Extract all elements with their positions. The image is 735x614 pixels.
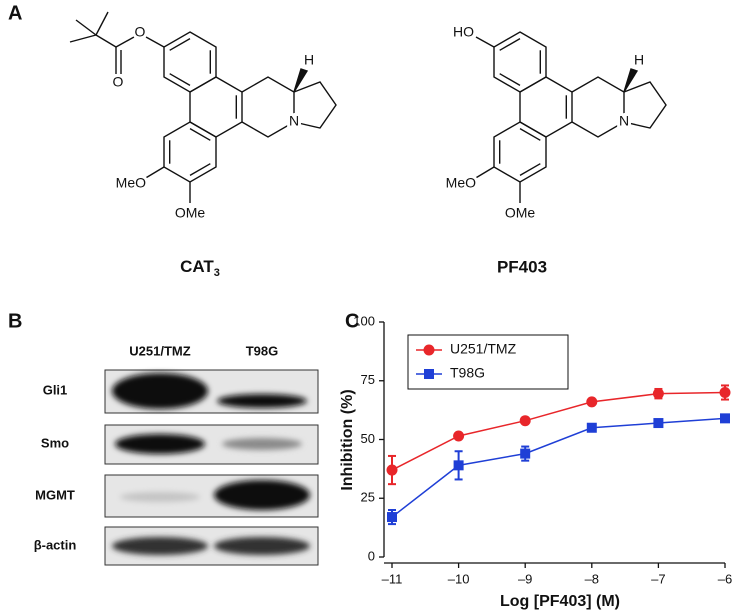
y-tick-label: 50 [361,431,375,446]
x-tick-label: –6 [718,571,732,586]
x-tick-label: –7 [651,571,665,586]
x-axis-label: Log [PF403] (M) [500,593,620,610]
marker [719,387,731,398]
atom-label: MeO [446,175,476,191]
panel-label: B [8,310,22,332]
marker [387,512,397,523]
atom-label: O [135,24,146,40]
protein-label: β-actin [34,537,77,552]
legend-label: T98G [450,365,485,381]
band [115,434,205,454]
atom-label: OMe [175,205,206,221]
compound-name: CAT3 [180,257,220,278]
panel-label: C [345,310,359,332]
band [214,537,310,555]
y-tick-label: 100 [353,313,375,328]
atom-label: O [113,74,124,90]
lane-label: T98G [246,343,279,358]
marker [652,388,664,400]
compound-name-subscript: 3 [214,267,220,279]
series-line [391,391,726,471]
compound-name: PF403 [497,257,547,276]
legend-marker [423,344,435,356]
atom-label: N [289,113,299,129]
x-tick-label: –10 [448,571,470,586]
marker [453,430,465,442]
band [112,537,208,555]
panel-label: A [8,2,22,24]
compound-name-main: CAT [180,257,214,276]
marker [586,396,598,408]
y-axis-label: Inhibition (%) [339,389,356,490]
marker [653,418,664,429]
ester-group [69,11,165,74]
protein-label: MGMT [35,487,75,502]
atom-label: HO [453,24,474,40]
y-tick-label: 75 [361,372,375,387]
band [217,394,307,408]
lane-label: U251/TMZ [129,343,190,358]
blot-bands [112,373,310,555]
band [120,492,200,502]
y-tick-label: 0 [368,548,375,563]
x-tick-label: –9 [518,571,532,586]
x-tick-label: –11 [382,571,403,586]
band [112,373,208,409]
atom-label: N [619,113,629,129]
marker [586,422,597,433]
legend-box [407,334,569,390]
plot: 0 25 50 75 100 –11 –10 –9 –8 –7 –6 U251/TMZ T98G [353,313,732,586]
legend-marker [424,369,434,379]
band [214,480,310,510]
atom-label: MeO [116,175,146,191]
legend-label: U251/TMZ [450,341,517,357]
y-tick-label: 25 [361,490,375,505]
atom-label: OMe [505,205,536,221]
band [222,438,302,450]
series-line [391,417,726,518]
marker [720,413,730,424]
protein-label: Gli1 [43,382,68,397]
atom-label: H [634,52,644,68]
protein-label: Smo [41,435,69,450]
marker [386,464,398,476]
atom-label: H [304,52,314,68]
x-tick-label: –8 [585,571,599,586]
hydroxyl-bond [475,36,495,48]
marker [520,448,531,459]
marker [519,415,531,427]
marker [453,460,464,471]
